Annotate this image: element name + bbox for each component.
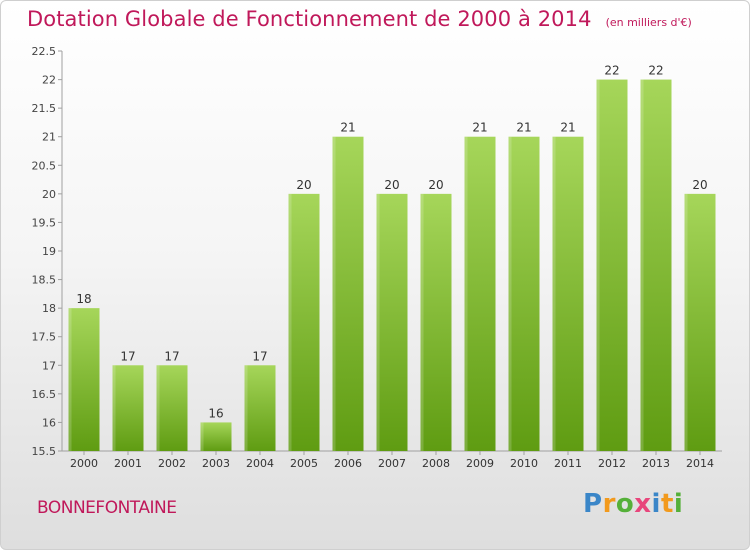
logo-letter: i [651,489,661,519]
x-tick-label-2007: 2007 [378,457,406,470]
x-tick-label-2012: 2012 [598,457,626,470]
y-tick-label: 16.5 [32,388,57,401]
bar-highlight [684,193,688,451]
bar-2010 [508,136,540,451]
x-tick-label-2009: 2009 [466,457,494,470]
proxiti-logo: Proxiti [583,489,683,519]
bar-highlight [288,193,292,451]
logo-letter: i [673,489,684,519]
value-label-2014: 20 [692,178,707,192]
logo-letter: o [615,489,635,519]
bar-highlight [332,136,336,451]
bar-2000 [68,308,100,451]
y-tick-label: 20.5 [32,159,57,172]
x-tick-label-2004: 2004 [246,457,274,470]
bar-highlight [244,365,248,451]
value-label-2010: 21 [516,121,531,135]
y-tick-label: 17.5 [32,331,57,344]
chart-title: Dotation Globale de Fonctionnement de 20… [27,7,592,31]
value-labels: 18 17 17 16 17 20 21 20 20 21 21 21 22 22 20 [76,64,707,421]
bar-2009 [464,136,496,451]
bar-2008 [420,193,452,451]
y-tick-label: 16 [42,416,56,429]
x-tick-label-2005: 2005 [290,457,318,470]
y-tick-label: 19.5 [32,216,57,229]
value-label-2007: 20 [384,178,399,192]
y-tick-label: 21 [42,131,56,144]
value-label-2009: 21 [472,121,487,135]
bar-highlight [508,136,512,451]
x-tick-label-2000: 2000 [70,457,98,470]
value-label-2003: 16 [208,406,223,420]
value-label-2004: 17 [252,349,267,363]
value-label-2006: 21 [340,121,355,135]
x-tick-label-2010: 2010 [510,457,538,470]
bar-2005 [288,193,320,451]
logo-letter: P [583,489,603,519]
y-tick-label: 15.5 [32,445,57,458]
x-tick-labels: 2000 2001 2002 2003 2004 2005 2006 2007 2008 2009… [70,457,714,470]
y-tick-label: 22 [42,74,56,87]
y-tick-label: 21.5 [32,102,57,115]
y-tick-label: 18 [42,302,56,315]
bar-highlight [420,193,424,451]
x-tick-label-2002: 2002 [158,457,186,470]
y-tick-label: 18.5 [32,274,57,287]
x-tick-label-2013: 2013 [642,457,670,470]
value-label-2001: 17 [120,349,135,363]
bar-highlight [112,365,116,451]
bar-2004 [244,365,276,451]
y-tick-label: 17 [42,359,56,372]
bar-2013 [640,79,672,452]
x-tick-label-2008: 2008 [422,457,450,470]
bar-2011 [552,136,584,451]
bar-2014 [684,193,716,451]
bars [68,79,716,452]
value-label-2000: 18 [76,292,91,306]
bar-highlight [596,79,600,452]
x-tick-label-2006: 2006 [334,457,362,470]
logo-letter: x [634,489,652,519]
bar-2002 [156,365,188,451]
bar-highlight [200,422,204,451]
bar-highlight [640,79,644,452]
value-label-2008: 20 [428,178,443,192]
title-row: Dotation Globale de Fonctionnement de 20… [27,7,692,31]
commune-name: BONNEFONTAINE [37,498,177,518]
bar-2006 [332,136,364,451]
bar-highlight [464,136,468,451]
value-label-2005: 20 [296,178,311,192]
x-tick-label-2014: 2014 [686,457,714,470]
bar-2001 [112,365,144,451]
bar-highlight [552,136,556,451]
y-tick-label: 20 [42,188,56,201]
x-tick-label-2011: 2011 [554,457,582,470]
y-tick-labels: 15.5 16 16.5 17 17.5 18 18.5 19 19.5 20 20.5 21 21.5… [32,45,57,458]
bar-2012 [596,79,628,452]
logo-letter: r [602,489,616,519]
bar-2007 [376,193,408,451]
value-label-2013: 22 [648,64,663,78]
bar-highlight [68,308,72,451]
x-tick-label-2001: 2001 [114,457,142,470]
bar-highlight [376,193,380,451]
x-tick-label-2003: 2003 [202,457,230,470]
bar-highlight [156,365,160,451]
bar-2003 [200,422,232,451]
y-tick-label: 19 [42,245,56,258]
logo-letter: t [660,489,674,519]
value-label-2002: 17 [164,349,179,363]
value-label-2012: 22 [604,64,619,78]
y-tick-label: 22.5 [32,45,57,58]
chart-subtitle: (en milliers d'€) [605,16,692,29]
value-label-2011: 21 [560,121,575,135]
